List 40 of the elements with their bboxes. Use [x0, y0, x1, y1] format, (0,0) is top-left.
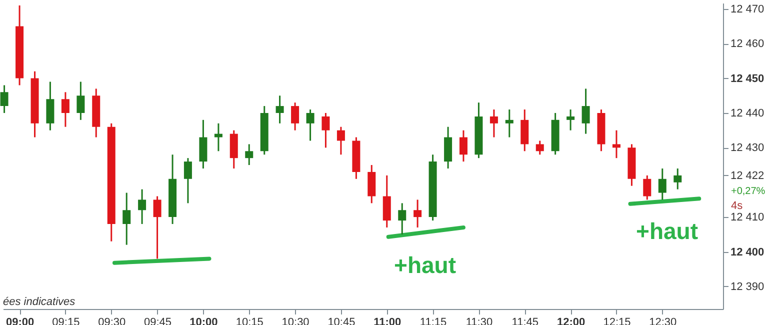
y-tick-label: 12 440	[730, 107, 764, 120]
y-tick-label: 12 390	[730, 280, 764, 293]
annotation: +haut	[636, 218, 698, 244]
y-tick-label: 12 460	[730, 38, 764, 50]
candlestick	[214, 122, 222, 152]
y-tick-label: 12 450	[730, 72, 764, 85]
annotation: +haut	[394, 252, 456, 278]
candlestick	[0, 84, 8, 114]
y-tick-label: 12 410	[730, 212, 764, 224]
candlestick	[336, 126, 345, 156]
text: +0,27%	[731, 186, 766, 197]
y-tick-label: 12 422	[730, 170, 764, 182]
candlestick	[459, 130, 468, 162]
annotation: ées indicatives	[3, 296, 76, 308]
candlestick	[245, 143, 254, 166]
candlestick	[398, 202, 406, 236]
candlestick	[276, 94, 284, 124]
candlestick	[536, 140, 544, 156]
candlestick	[674, 168, 682, 190]
candlestick	[658, 168, 666, 200]
text: 4s	[731, 200, 744, 212]
candlestick	[582, 88, 590, 135]
candlestick	[153, 195, 162, 260]
candlestick	[61, 91, 70, 128]
candlestick	[612, 130, 620, 159]
candlestick	[505, 108, 514, 138]
y-tick-label: 12 400	[730, 246, 764, 258]
y-tick-label: 12 470	[730, 3, 764, 16]
candlestick	[414, 198, 422, 228]
candlestick	[138, 188, 146, 225]
candlestick	[122, 192, 131, 246]
candlestick	[566, 108, 575, 132]
candlestick	[490, 108, 498, 138]
candlestick	[306, 108, 314, 142]
candlestick	[291, 102, 300, 132]
candlestick	[643, 174, 652, 200]
candlestick	[76, 81, 85, 121]
candlestick	[322, 112, 330, 148]
y-tick-label: 12 430	[730, 142, 764, 154]
candlestick	[184, 157, 192, 204]
